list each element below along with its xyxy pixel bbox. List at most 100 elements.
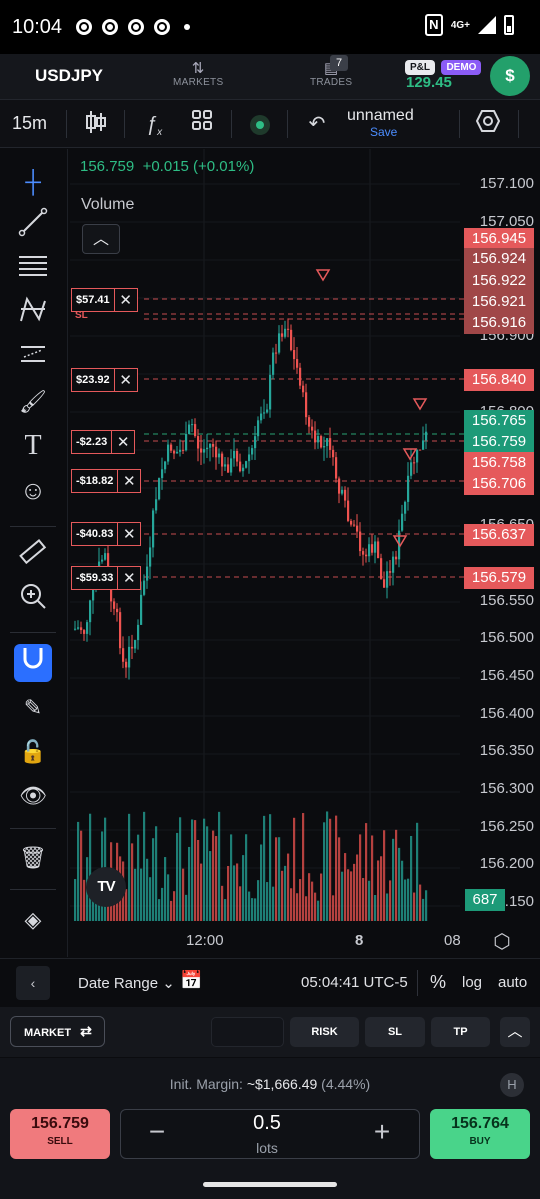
volume-bar	[284, 865, 287, 921]
candle-type-button[interactable]	[81, 109, 111, 139]
candle-body	[296, 359, 299, 368]
volume-bar	[185, 894, 188, 921]
close-position-icon[interactable]: ✕	[123, 570, 136, 587]
position-box[interactable]: -$18.82 ✕	[71, 469, 142, 493]
indicators-button[interactable]: ƒx	[139, 109, 169, 139]
expand-order-panel-button[interactable]: ︿	[500, 1017, 530, 1047]
auto-scale-toggle[interactable]: auto	[498, 974, 528, 991]
trendline-tool[interactable]	[14, 207, 52, 245]
close-position-icon[interactable]: ✕	[119, 372, 132, 389]
log-scale-toggle[interactable]: log	[462, 974, 483, 991]
volume-bar	[347, 869, 350, 921]
volume-bar	[125, 889, 128, 921]
brush-tool[interactable]: 🖌	[14, 383, 52, 421]
layout-name[interactable]: unnamed	[347, 107, 414, 124]
volume-bar	[398, 847, 401, 921]
lock-drawing-tool[interactable]: ✎	[14, 689, 52, 727]
buy-button[interactable]: 156.764 BUY	[430, 1109, 530, 1159]
candle-body	[425, 431, 428, 441]
price-chart[interactable]	[70, 149, 540, 957]
magnet-tool[interactable]	[14, 644, 52, 682]
lock-all-tool[interactable]: 🔓	[14, 733, 52, 771]
order-type-button[interactable]: MARKET ⇄	[10, 1016, 105, 1047]
fib-tool[interactable]	[14, 251, 52, 289]
close-position-icon[interactable]: ✕	[123, 473, 136, 490]
tradingview-logo[interactable]: TV	[86, 867, 126, 907]
volume-bar	[188, 846, 191, 921]
alert-marker-icon	[412, 398, 428, 411]
hotkeys-button[interactable]: H	[500, 1073, 524, 1097]
price-axis-label: 156.500	[479, 629, 534, 646]
home-indicator[interactable]	[203, 1182, 337, 1187]
account-button[interactable]: $	[490, 56, 530, 96]
brush-icon: 🖌	[19, 389, 47, 414]
volume-bar	[395, 829, 398, 921]
emoji-tool[interactable]: ☺	[14, 471, 52, 509]
timezone-clock[interactable]: 05:04:41 UTC-5	[301, 974, 408, 991]
chart-settings-hex-icon[interactable]: ⬡	[493, 931, 511, 953]
unlock-icon: 🔓	[19, 739, 47, 764]
undo-icon: ↶	[308, 113, 326, 135]
close-position-icon[interactable]: ✕	[119, 292, 132, 309]
position-box[interactable]: $23.92 ✕	[71, 368, 138, 392]
position-box[interactable]: -$59.33 ✕	[71, 566, 142, 590]
date-range-label: Date Range	[78, 975, 159, 992]
candle-body	[104, 553, 107, 560]
position-box[interactable]: -$40.83 ✕	[71, 522, 142, 546]
candle-body	[212, 444, 215, 447]
take-profit-button[interactable]: TP	[431, 1017, 490, 1047]
prediction-tool[interactable]	[14, 339, 52, 377]
layouts-button[interactable]	[187, 109, 217, 139]
candle-body	[359, 531, 362, 552]
sell-button[interactable]: 156.759 SELL	[10, 1109, 110, 1159]
object-tree-tool[interactable]: ◈	[14, 901, 52, 939]
close-position-icon[interactable]: ✕	[123, 526, 136, 543]
candle-body	[80, 627, 83, 631]
risk-button[interactable]: RISK	[290, 1017, 359, 1047]
position-box[interactable]: -$2.23 ✕	[71, 430, 136, 454]
stop-loss-button[interactable]: SL	[365, 1017, 425, 1047]
candle-body	[341, 489, 344, 494]
candle-body	[191, 424, 194, 426]
candle-body	[146, 566, 149, 581]
candle-body	[197, 436, 200, 449]
chart-canvas[interactable]	[70, 149, 540, 957]
decrease-lots-button[interactable]: −	[148, 1116, 166, 1147]
increase-lots-button[interactable]: +	[373, 1116, 391, 1147]
close-position-icon[interactable]: ✕	[116, 434, 130, 451]
delete-drawings-tool[interactable]: 🗑	[14, 839, 52, 877]
volume-bar	[194, 820, 197, 921]
text-tool[interactable]: T	[14, 427, 52, 465]
volume-bar	[206, 826, 209, 921]
candle-body	[401, 513, 404, 531]
collapse-panel-button[interactable]: ‹	[16, 966, 50, 1000]
hide-drawings-tool[interactable]: 👁	[14, 777, 52, 815]
crosshair-tool[interactable]: ┼	[14, 163, 52, 201]
undo-button[interactable]: ↶	[302, 109, 332, 139]
zoom-tool[interactable]	[14, 581, 52, 619]
position-box[interactable]: $57.41 ✕	[71, 288, 138, 312]
date-range-selector[interactable]: Date Range ⌄	[78, 974, 175, 992]
percent-scale-toggle[interactable]: %	[430, 972, 447, 992]
interval-selector[interactable]: 15m	[12, 113, 48, 133]
collapse-legend-button[interactable]: ︿	[82, 224, 120, 254]
volume-bar	[386, 893, 389, 921]
lot-size-input[interactable]: 0.5	[253, 1112, 281, 1134]
connection-status-icon[interactable]	[250, 115, 270, 135]
measure-tool[interactable]	[14, 537, 52, 575]
volume-bar	[83, 879, 86, 921]
quote-change: +0.015 (+0.01%)	[142, 158, 255, 175]
volume-bar	[260, 844, 263, 921]
goto-date-icon[interactable]: 📅	[180, 970, 203, 990]
pattern-tool[interactable]	[14, 295, 52, 333]
candle-body	[260, 413, 263, 421]
volume-bar	[242, 855, 245, 921]
markets-tab[interactable]: ⇅ MARKETS	[173, 59, 223, 88]
save-layout-link[interactable]: Save	[370, 125, 398, 139]
volume-bar	[221, 885, 224, 921]
symbol-title[interactable]: USDJPY	[35, 66, 104, 85]
empty-order-field[interactable]	[211, 1017, 284, 1047]
candle-body	[86, 622, 89, 634]
settings-button[interactable]	[473, 109, 503, 139]
candle-body	[308, 417, 311, 427]
